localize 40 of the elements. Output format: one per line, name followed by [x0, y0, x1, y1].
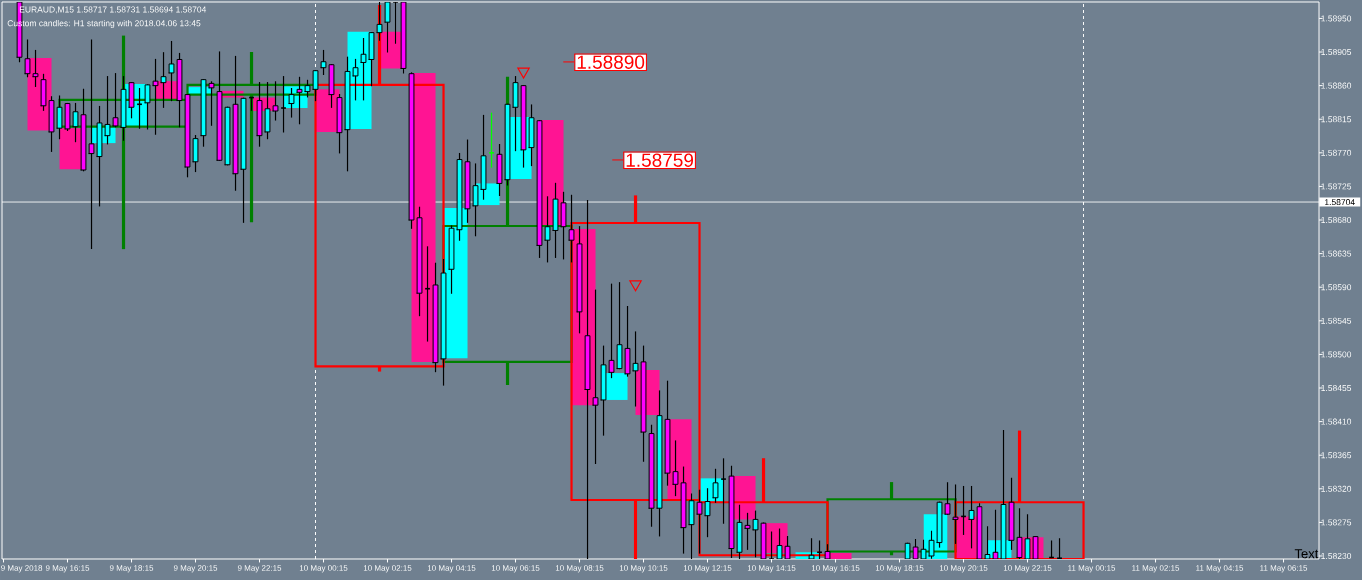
- y-tick-label: 1.58635: [1321, 250, 1352, 257]
- x-tick-label: 10 May 06:15: [491, 565, 540, 573]
- ref-line-label: 1.58704: [1325, 199, 1355, 206]
- y-tick-label: 1.58545: [1321, 317, 1352, 324]
- x-tick-label: 10 May 18:15: [875, 565, 924, 573]
- y-tick-label: 1.58725: [1321, 183, 1352, 190]
- x-tick-label: 11 May 02:15: [1132, 565, 1180, 573]
- x-tick-label: 10 May 22:15: [1003, 565, 1052, 573]
- x-tick-label: 9 May 2018: [1, 565, 43, 573]
- y-tick-label: 1.58455: [1321, 385, 1352, 392]
- y-tick-label: 1.58410: [1321, 418, 1352, 425]
- y-tick-label: 1.58860: [1321, 82, 1352, 89]
- x-tick-label: 10 May 04:15: [427, 565, 476, 573]
- x-tick-label: 11 May 04:15: [1196, 565, 1244, 573]
- y-tick-label: 1.58770: [1321, 149, 1352, 156]
- x-tick-label: 10 May 14:15: [747, 565, 796, 573]
- y-tick-label: 1.58320: [1321, 485, 1352, 492]
- y-tick-label: 1.58275: [1321, 519, 1352, 526]
- x-tick-label: 10 May 00:15: [299, 565, 348, 573]
- y-tick-label: 1.58950: [1321, 15, 1352, 22]
- x-tick-label: 10 May 12:15: [683, 565, 732, 573]
- x-tick-label: 10 May 10:15: [619, 565, 668, 573]
- y-tick-label: 1.58365: [1321, 452, 1352, 459]
- x-tick-label: 9 May 22:15: [237, 565, 282, 573]
- y-tick-label: 1.58500: [1321, 351, 1352, 358]
- y-tick-label: 1.58680: [1321, 217, 1352, 224]
- x-tick-label: 9 May 20:15: [173, 565, 218, 573]
- y-tick-label: 1.58815: [1321, 116, 1352, 123]
- x-tick-label: 11 May 06:15: [1260, 565, 1308, 573]
- y-tick-label: 1.58230: [1321, 553, 1352, 559]
- y-tick-label: 1.58905: [1321, 49, 1352, 56]
- x-tick-label: 10 May 16:15: [811, 565, 860, 573]
- x-tick-label: 9 May 16:15: [45, 565, 90, 573]
- y-tick-label: 1.58590: [1321, 284, 1352, 291]
- x-tick-label: 10 May 08:15: [555, 565, 604, 573]
- x-tick-label: 10 May 20:15: [939, 565, 988, 573]
- x-tick-label: 9 May 18:15: [109, 565, 154, 573]
- annotation: Text: [1294, 549, 1319, 559]
- x-tick-label: 10 May 02:15: [363, 565, 412, 573]
- x-tick-label: 11 May 00:15: [1068, 565, 1116, 573]
